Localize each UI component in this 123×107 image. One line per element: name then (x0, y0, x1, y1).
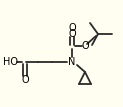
Text: N: N (68, 57, 76, 67)
Text: O: O (21, 75, 29, 85)
Text: O: O (68, 29, 76, 39)
Text: O: O (68, 23, 76, 33)
Text: O: O (81, 41, 89, 51)
Text: HO: HO (3, 57, 18, 67)
